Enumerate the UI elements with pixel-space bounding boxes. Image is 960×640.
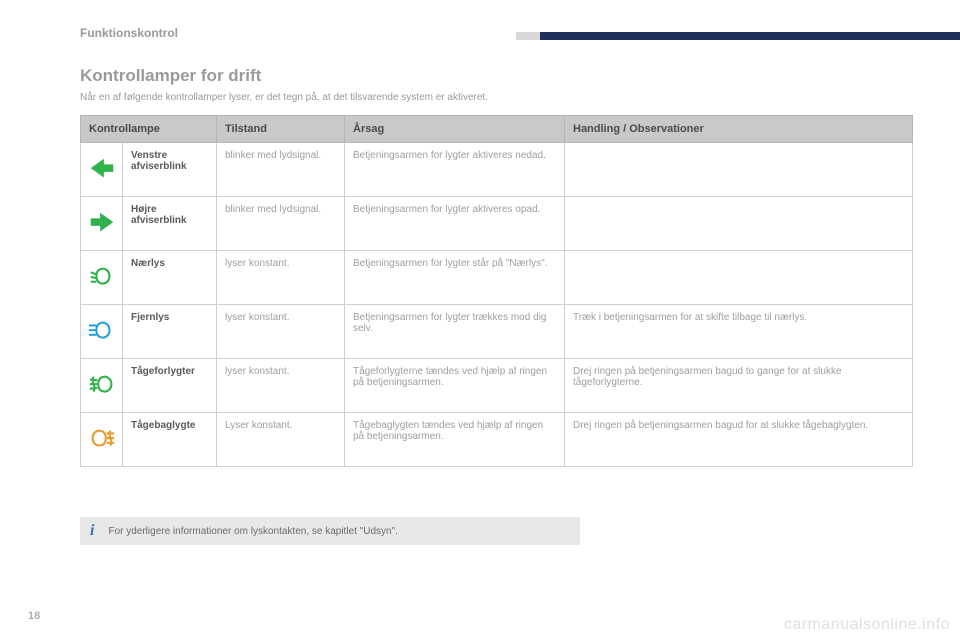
- lamp-icon-cell: [81, 143, 123, 197]
- lamp-state: lyser konstant.: [217, 359, 345, 413]
- lamp-name: Tågeforlygter: [123, 359, 217, 413]
- lamp-state: blinker med lydsignal.: [217, 197, 345, 251]
- table-row: TågebaglygteLyser konstant.Tågebaglygten…: [81, 413, 913, 467]
- top-bar: Funktionskontrol: [0, 26, 960, 48]
- table-row: Fjernlyslyser konstant.Betjeningsarmen f…: [81, 305, 913, 359]
- lamp-action: Drej ringen på betjeningsarmen bagud to …: [565, 359, 913, 413]
- low-beam-icon: [87, 263, 117, 289]
- lamp-action: [565, 143, 913, 197]
- lamp-cause: Betjeningsarmen for lygter aktiveres opa…: [345, 197, 565, 251]
- lamp-state: lyser konstant.: [217, 305, 345, 359]
- lamp-cause: Betjeningsarmen for lygter aktiveres ned…: [345, 143, 565, 197]
- indicator-table: Kontrollampe Tilstand Årsag Handling / O…: [80, 115, 913, 467]
- table-row: Tågeforlygterlyser konstant.Tågeforlygte…: [81, 359, 913, 413]
- lamp-action: Drej ringen på betjeningsarmen bagud for…: [565, 413, 913, 467]
- bar-segment-light: [516, 32, 540, 40]
- bar-segment-dark: [540, 32, 960, 40]
- lamp-icon-cell: [81, 197, 123, 251]
- table-row: Højre afviserblinkblinker med lydsignal.…: [81, 197, 913, 251]
- info-text: For yderligere informationer om lyskonta…: [108, 526, 397, 537]
- table-row: Nærlyslyser konstant.Betjeningsarmen for…: [81, 251, 913, 305]
- info-icon: i: [90, 522, 94, 540]
- lamp-name: Højre afviserblink: [123, 197, 217, 251]
- lamp-name: Nærlys: [123, 251, 217, 305]
- lamp-icon-cell: [81, 413, 123, 467]
- lamp-state: blinker med lydsignal.: [217, 143, 345, 197]
- lamp-action: Træk i betjeningsarmen for at skifte til…: [565, 305, 913, 359]
- col-lamp: Kontrollampe: [81, 116, 217, 143]
- lamp-action: [565, 197, 913, 251]
- manual-page: Funktionskontrol Kontrollamper for drift…: [0, 0, 960, 640]
- right-arrow-icon: [87, 209, 117, 235]
- lamp-cause: Betjeningsarmen for lygter står på "Nærl…: [345, 251, 565, 305]
- lamp-cause: Tågebaglygten tændes ved hjælp af ringen…: [345, 413, 565, 467]
- col-state: Tilstand: [217, 116, 345, 143]
- lamp-icon-cell: [81, 251, 123, 305]
- page-heading: Kontrollamper for drift: [80, 66, 912, 86]
- lamp-name: Venstre afviserblink: [123, 143, 217, 197]
- page-subheading: Når en af følgende kontrollamper lyser, …: [80, 92, 912, 103]
- front-fog-icon: [87, 371, 117, 397]
- lamp-state: lyser konstant.: [217, 251, 345, 305]
- col-cause: Årsag: [345, 116, 565, 143]
- lamp-cause: Tågeforlygterne tændes ved hjælp af ring…: [345, 359, 565, 413]
- lamp-name: Fjernlys: [123, 305, 217, 359]
- lamp-cause: Betjeningsarmen for lygter trækkes mod d…: [345, 305, 565, 359]
- lamp-icon-cell: [81, 305, 123, 359]
- lamp-icon-cell: [81, 359, 123, 413]
- lamp-state: Lyser konstant.: [217, 413, 345, 467]
- breadcrumb: Funktionskontrol: [80, 26, 178, 40]
- rear-fog-icon: [87, 425, 117, 451]
- watermark: carmanualsonline.info: [784, 616, 950, 634]
- page-number: 18: [28, 610, 40, 622]
- table-row: Venstre afviserblinkblinker med lydsigna…: [81, 143, 913, 197]
- high-beam-icon: [87, 317, 117, 343]
- left-arrow-icon: [87, 155, 117, 181]
- col-action: Handling / Observationer: [565, 116, 913, 143]
- lamp-action: [565, 251, 913, 305]
- table-header-row: Kontrollampe Tilstand Årsag Handling / O…: [81, 116, 913, 143]
- info-box: i For yderligere informationer om lyskon…: [80, 517, 580, 545]
- lamp-name: Tågebaglygte: [123, 413, 217, 467]
